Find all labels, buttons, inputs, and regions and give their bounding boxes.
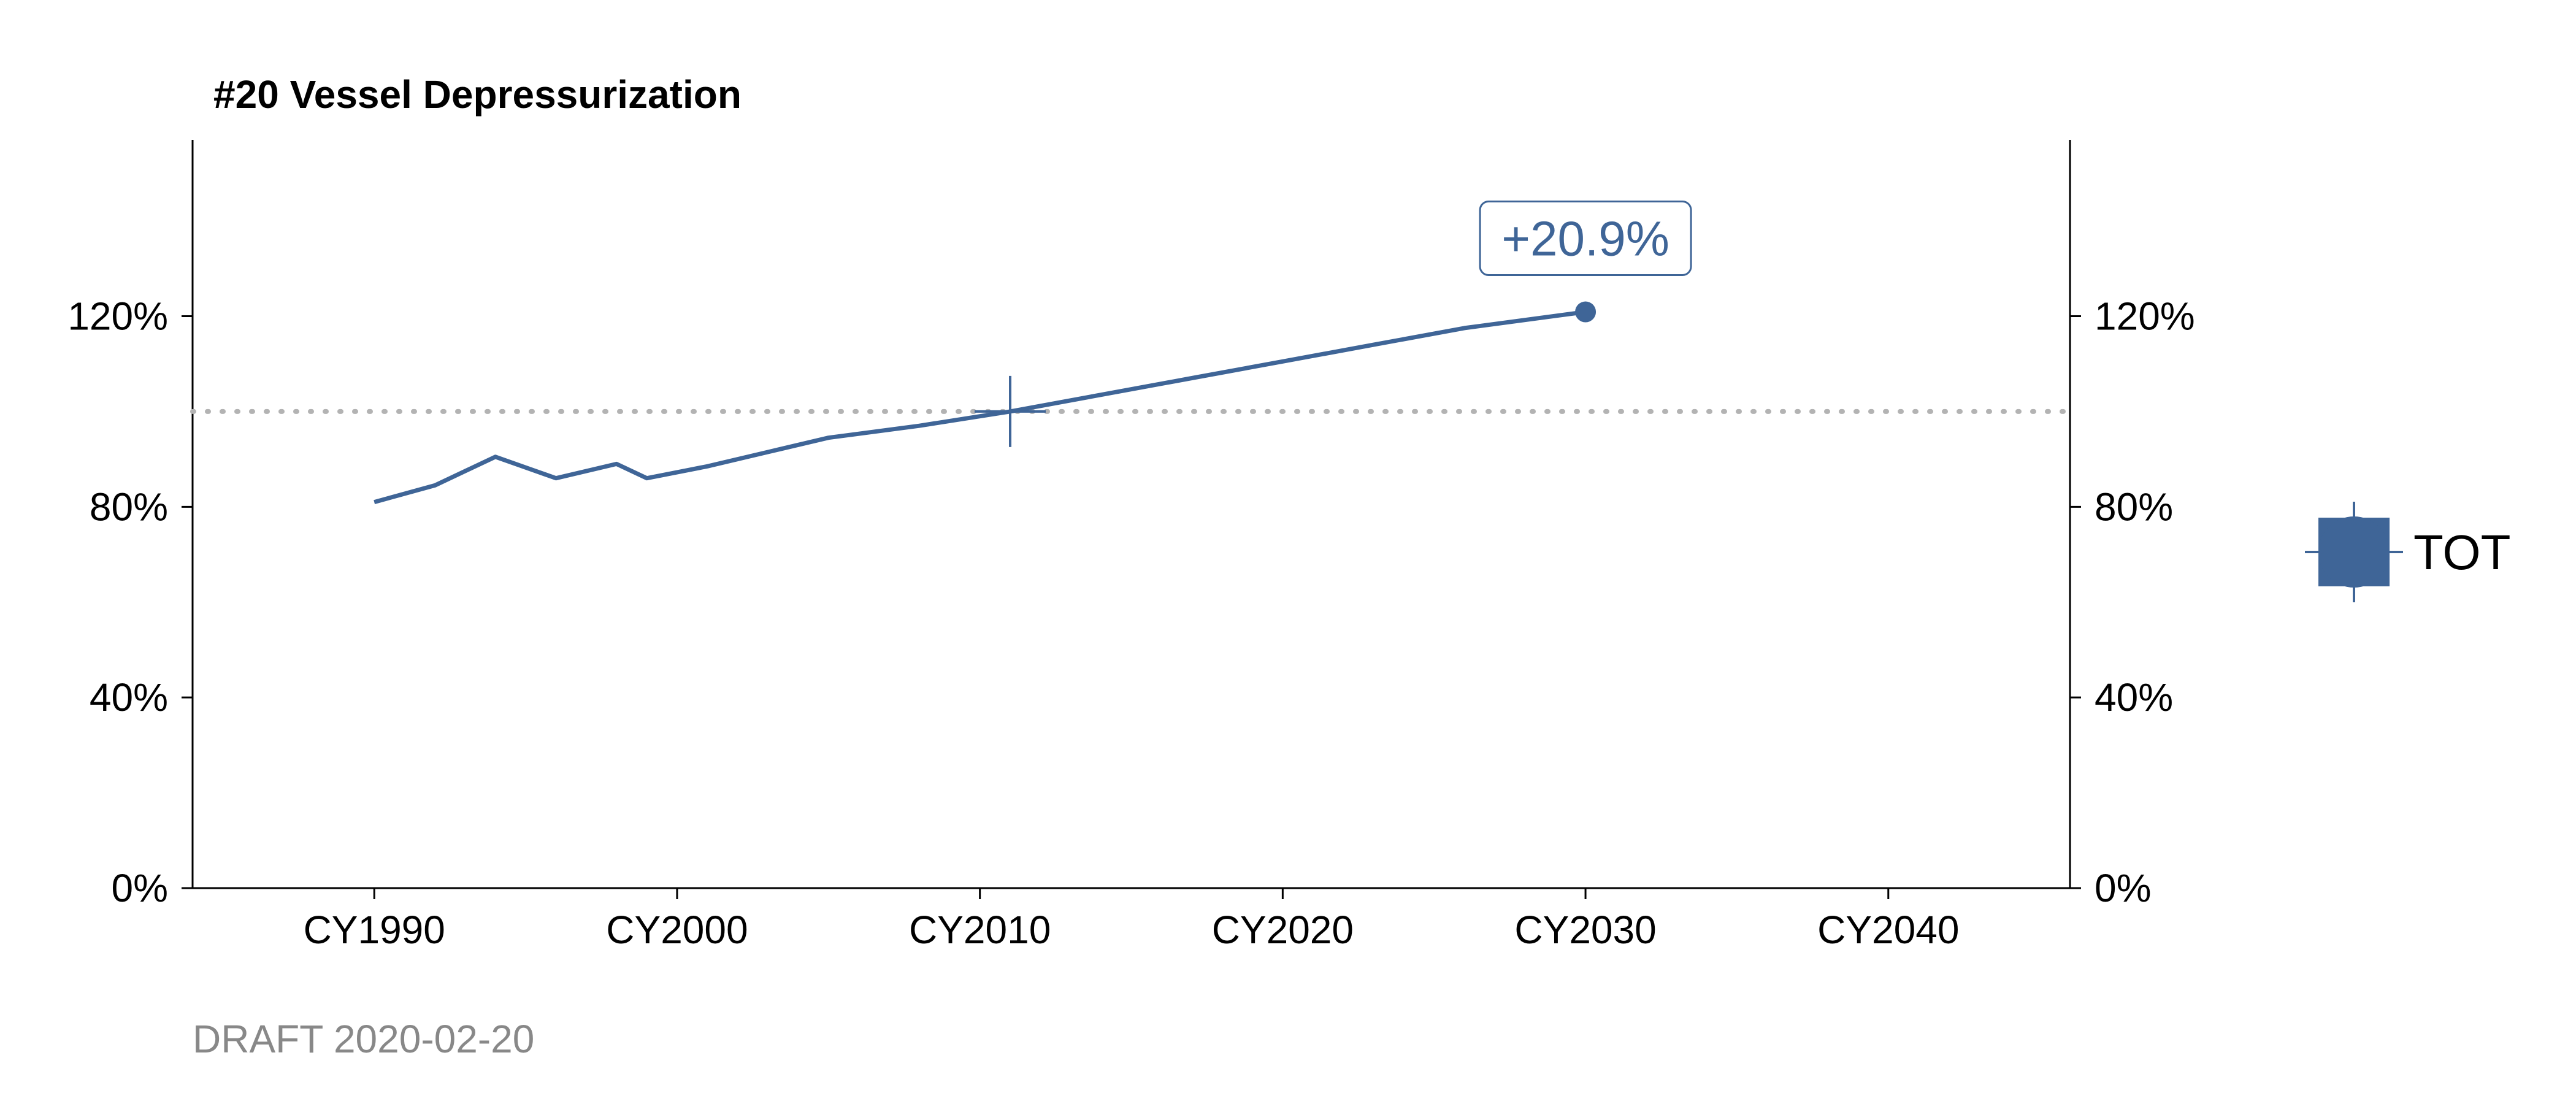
y-tick-label-right: 80% (2095, 485, 2173, 529)
axes: CY1990 CY2000 CY2010 CY2020 CY2030 CY2040 0% 0%… (67, 140, 2195, 952)
series-line-tot (374, 310, 1586, 504)
y-tick-label-left: 120% (67, 294, 168, 339)
annotation-box (1479, 201, 1692, 277)
x-tick-label: CY2010 (909, 908, 1051, 952)
x-tick-label: CY1990 (304, 908, 445, 952)
legend-key-dot (2318, 516, 2390, 588)
x-tick-label: CY2020 (1212, 908, 1354, 952)
y-tick-label-right: 0% (2095, 866, 2152, 910)
y-tick-label-left: 40% (90, 675, 168, 719)
y-tick-label-left: 80% (90, 485, 168, 529)
legend: TOT (2305, 502, 2511, 602)
x-tick-label: CY2030 (1514, 908, 1656, 952)
annotation-label: +20.9% (1501, 212, 1669, 266)
draft-footer: DRAFT 2020-02-20 (193, 1017, 534, 1061)
markers (975, 301, 1597, 447)
y-tick-label-right: 120% (2095, 294, 2195, 339)
legend-label-tot: TOT (2413, 525, 2511, 580)
chart-title: #20 Vessel Depressurization (213, 72, 742, 117)
y-tick-label-right: 40% (2095, 675, 2173, 719)
y-tick-label-left: 0% (112, 866, 169, 910)
end-point-marker (1575, 301, 1597, 323)
x-tick-label: CY2040 (1817, 908, 1959, 952)
x-tick-label: CY2000 (606, 908, 748, 952)
legend-key-tot (2305, 502, 2403, 602)
series-layer (374, 310, 1586, 504)
annotation-callout: +20.9% (1479, 201, 1692, 277)
